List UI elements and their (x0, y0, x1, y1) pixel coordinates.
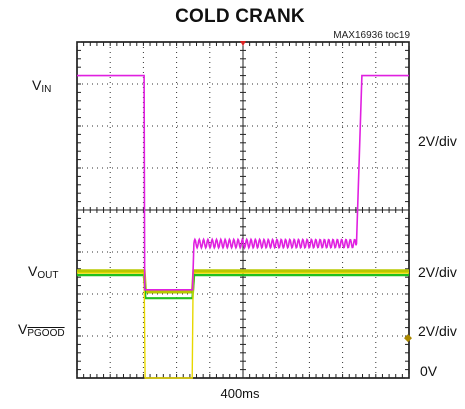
vpgood-channel-label: VPGOOD (18, 321, 65, 339)
series-vpgood (77, 272, 409, 379)
series-vout-lower (77, 274, 409, 300)
chart-subtitle: MAX16936 toc19 (333, 30, 410, 41)
series-vin (77, 74, 409, 291)
vout-scale-label: 2V/div (418, 264, 457, 280)
level-marker (404, 334, 412, 343)
vin-channel-label: VIN (32, 77, 52, 95)
vin-scale-label: 2V/div (418, 133, 457, 149)
zero-volt-label: 0V (420, 363, 438, 379)
chart-title: COLD CRANK (175, 6, 305, 27)
time-scale-label: 400ms (220, 386, 260, 401)
trigger-marker (240, 41, 246, 46)
vout-channel-label: VOUT (28, 263, 59, 281)
vpgood-scale-label: 2V/div (418, 323, 457, 339)
series-vout (77, 269, 409, 294)
